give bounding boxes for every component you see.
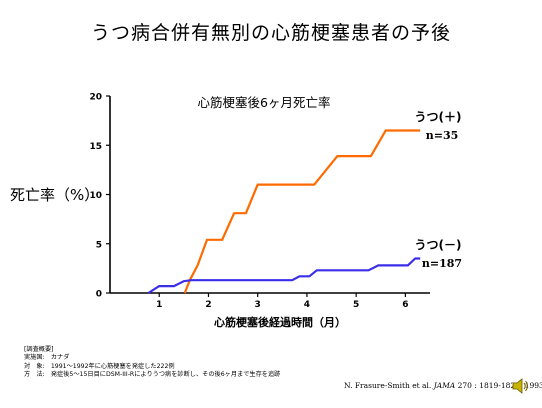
series-name-label: うつ(＋) — [415, 110, 462, 124]
slide-title: うつ病合併有無別の心筋梗塞患者の予後 — [90, 22, 451, 44]
x-tick-label: 4 — [304, 300, 310, 310]
study-notes: [調査概要] 実施国: カナダ 対 象: 1991～1992年に心筋梗塞を発症し… — [24, 346, 280, 380]
series-line-non-depressed — [147, 257, 421, 294]
notes-row-subjects: 対 象: 1991～1992年に心筋梗塞を発症した222例 — [24, 362, 175, 370]
x-tick-label: 6 — [402, 300, 408, 310]
x-tick-label: 5 — [353, 300, 359, 310]
x-tick-label: 2 — [205, 300, 211, 310]
y-tick-label: 0 — [96, 290, 102, 300]
series-n-label: n=35 — [426, 129, 459, 142]
citation-authors: N. Frasure-Smith et al. — [344, 381, 434, 390]
y-tick-label: 10 — [89, 191, 102, 201]
series-n-label: n=187 — [422, 257, 462, 270]
series-name-label: うつ(－) — [415, 238, 462, 252]
y-tick-label: 15 — [89, 142, 102, 152]
chart-title: 心筋梗塞後6ヶ月死亡率 — [198, 95, 331, 110]
chart-series — [147, 129, 421, 294]
series-labels: うつ(＋) n=35 うつ(－) n=187 — [415, 110, 463, 270]
chart-ticks: 0 5 10 15 20 1 2 3 4 5 6 — [89, 93, 408, 311]
citation-journal: JAMA — [433, 381, 456, 390]
y-tick-label: 20 — [89, 93, 102, 103]
speaker-icon[interactable] — [510, 376, 530, 396]
citation: N. Frasure-Smith et al. JAMA 270 : 1819-… — [344, 381, 542, 390]
citation-details: 270 : 1819-1825, 1993 — [455, 381, 542, 390]
notes-header: [調査概要] — [24, 346, 54, 353]
x-tick-label: 3 — [255, 300, 261, 310]
series-line-depressed — [183, 129, 421, 294]
notes-row-country: 実施国: カナダ — [24, 354, 70, 362]
y-axis-label: 死亡率（%） — [10, 186, 100, 204]
x-axis-label: 心筋梗塞後経過時間（月） — [214, 315, 346, 329]
notes-row-method: 方 法: 発症後5～15日目にDSM-III-Rによりうつ病を診断し、その後6ヶ… — [24, 371, 281, 379]
chart-axes — [109, 96, 430, 294]
y-tick-label: 5 — [96, 240, 102, 250]
x-tick-label: 1 — [156, 300, 162, 310]
